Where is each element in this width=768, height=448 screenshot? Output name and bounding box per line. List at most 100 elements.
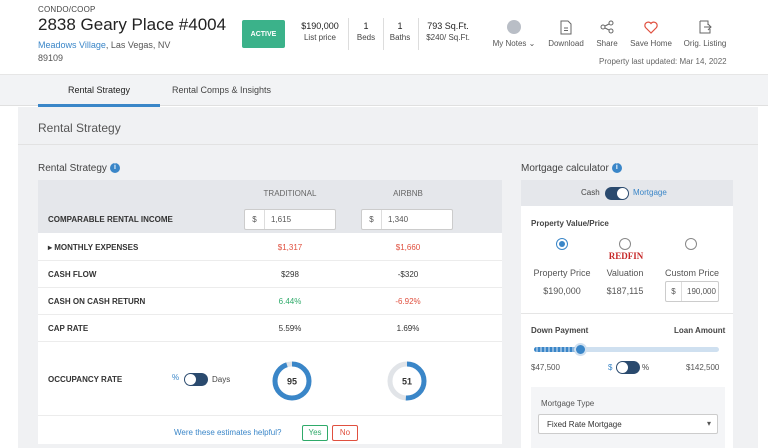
my-notes-button[interactable]: My Notes ⌄ bbox=[486, 18, 542, 48]
traditional-income-value: 1,615 bbox=[271, 215, 292, 224]
save-home-button[interactable]: Save Home bbox=[623, 18, 679, 48]
mortgage-title: Mortgage calculator bbox=[521, 163, 609, 174]
mortgage-heading: Mortgage calculator i bbox=[521, 163, 622, 174]
down-payment-label: Down Payment bbox=[531, 326, 589, 335]
beds-stat: 1 Beds bbox=[354, 20, 378, 44]
slider-fill bbox=[534, 347, 581, 352]
traditional-income-input[interactable]: $1,615 bbox=[244, 209, 336, 230]
neighborhood-link[interactable]: Meadows Village bbox=[38, 40, 106, 50]
share-icon bbox=[600, 20, 614, 34]
notes-avatar-icon bbox=[507, 20, 521, 34]
custom-price-value: 190,000 bbox=[687, 287, 716, 296]
air-cash-flow-value: -$320 bbox=[397, 270, 419, 279]
trad-expenses-value: $1,317 bbox=[277, 243, 303, 252]
baths-value: 1 bbox=[397, 21, 403, 31]
price-per-sqft: $240/ Sq.Ft. bbox=[426, 33, 470, 42]
stat-divider bbox=[348, 18, 349, 50]
dp-pct-label: % bbox=[642, 363, 650, 372]
toggle-knob bbox=[617, 362, 628, 373]
air-coc-value: -6.92% bbox=[395, 297, 421, 306]
down-payment-value: $47,500 bbox=[531, 363, 560, 372]
price-label: List price bbox=[303, 33, 336, 42]
donut-progress bbox=[387, 361, 427, 401]
dp-unit-toggle[interactable] bbox=[616, 361, 640, 374]
radio-custom-price[interactable] bbox=[685, 238, 697, 250]
feedback-yes-button[interactable]: Yes bbox=[302, 425, 328, 441]
document-download-icon bbox=[560, 20, 572, 34]
chevron-down-icon: ⌄ bbox=[526, 39, 536, 48]
traditional-occupancy-value: 95 bbox=[287, 377, 297, 387]
occupancy-unit-toggle[interactable] bbox=[184, 373, 208, 386]
download-label: Download bbox=[548, 39, 584, 48]
property-location: Meadows Village, Las Vegas, NV 89109 bbox=[38, 39, 198, 65]
section-title: Rental Strategy bbox=[38, 121, 121, 135]
strategy-column-header: TRADITIONAL AIRBNB bbox=[38, 180, 502, 206]
radio-property-price[interactable] bbox=[556, 238, 568, 250]
tab-rental-comps[interactable]: Rental Comps & Insights bbox=[172, 85, 272, 95]
cash-flow-label: CASH FLOW bbox=[48, 270, 97, 279]
airbnb-income-value: 1,340 bbox=[388, 215, 409, 224]
info-icon[interactable]: i bbox=[611, 163, 622, 173]
airbnb-income-input[interactable]: $1,340 bbox=[361, 209, 453, 230]
airbnb-occupancy-value: 51 bbox=[402, 377, 412, 387]
occupancy-label: OCCUPANCY RATE bbox=[48, 375, 123, 384]
trad-cap-rate-value: 5.59% bbox=[278, 324, 302, 333]
info-icon[interactable]: i bbox=[109, 163, 120, 173]
last-updated: Property last updated: Mar 14, 2022 bbox=[599, 57, 727, 66]
dropdown-caret-icon: ▾ bbox=[706, 419, 711, 428]
mortgage-type-select[interactable]: Fixed Rate Mortgage ▾ bbox=[538, 414, 718, 434]
zip-text: 89109 bbox=[38, 53, 64, 63]
down-payment-slider[interactable] bbox=[534, 343, 719, 356]
comparable-income-label: COMPARABLE RENTAL INCOME bbox=[48, 215, 173, 224]
currency-symbol: $ bbox=[362, 210, 382, 229]
property-price-label: Property Price bbox=[533, 268, 591, 278]
property-value-label: Property Value/Price bbox=[531, 219, 609, 228]
currency-symbol: $ bbox=[245, 210, 265, 229]
valuation-label: Valuation bbox=[606, 268, 644, 278]
mortgage-mode-bar: Cash Mortgage bbox=[521, 180, 733, 206]
air-cap-rate-value: 1.69% bbox=[396, 324, 420, 333]
cash-label: Cash bbox=[581, 188, 600, 197]
orig-listing-label: Orig. Listing bbox=[683, 39, 727, 48]
valuation-value: $187,115 bbox=[606, 286, 644, 296]
occ-days-label: Days bbox=[212, 375, 231, 384]
airbnb-occupancy-donut: 51 bbox=[387, 361, 427, 401]
property-price-value: $190,000 bbox=[543, 286, 581, 296]
mortgage-divider bbox=[521, 313, 733, 314]
download-button[interactable]: Download bbox=[538, 18, 594, 48]
radio-valuation[interactable] bbox=[619, 238, 631, 250]
status-badge: ACTIVE bbox=[242, 20, 285, 48]
cash-mortgage-toggle[interactable] bbox=[605, 187, 629, 200]
orig-listing-button[interactable]: Orig. Listing bbox=[677, 18, 733, 48]
heart-icon bbox=[644, 21, 658, 34]
coc-return-row: CASH ON CASH RETURN 6.44% -6.92% bbox=[38, 288, 502, 315]
comparable-income-row: COMPARABLE RENTAL INCOME $1,615 $1,340 bbox=[38, 206, 502, 233]
tab-bar: Rental Strategy Rental Comps & Insights bbox=[0, 74, 768, 107]
custom-price-label: Custom Price bbox=[664, 268, 719, 278]
monthly-expenses-row[interactable]: ▸ MONTHLY EXPENSES $1,317 $1,660 bbox=[38, 233, 502, 261]
custom-price-input[interactable]: $190,000 bbox=[665, 281, 719, 302]
baths-label: Baths bbox=[389, 33, 411, 42]
caret-right-icon: ▸ bbox=[48, 243, 55, 252]
feedback-no-button[interactable]: No bbox=[332, 425, 358, 441]
col-traditional: TRADITIONAL bbox=[263, 189, 317, 198]
save-home-label: Save Home bbox=[630, 39, 672, 48]
city-text: , Las Vegas, NV bbox=[105, 40, 171, 50]
traditional-occupancy-donut: 95 bbox=[272, 361, 312, 401]
price-value: $190,000 bbox=[301, 21, 339, 31]
slider-handle[interactable] bbox=[574, 343, 588, 356]
trad-coc-value: 6.44% bbox=[278, 297, 302, 306]
cap-rate-row: CAP RATE 5.59% 1.69% bbox=[38, 315, 502, 342]
sqft-stat: 793 Sq.Ft. $240/ Sq.Ft. bbox=[422, 20, 474, 44]
tab-rental-strategy[interactable]: Rental Strategy bbox=[68, 85, 131, 95]
price-stat: $190,000 List price bbox=[298, 20, 342, 44]
loan-amount-label: Loan Amount bbox=[674, 326, 726, 335]
external-link-icon bbox=[699, 20, 712, 34]
occ-pct-label: % bbox=[172, 373, 180, 382]
feedback-question: Were these estimates helpful? bbox=[174, 428, 282, 437]
share-button[interactable]: Share bbox=[579, 18, 635, 48]
property-header: CONDO/COOP 2838 Geary Place #4004 Meadow… bbox=[0, 0, 768, 74]
col-airbnb: AIRBNB bbox=[393, 189, 423, 198]
occupancy-row: OCCUPANCY RATE % Days 95 51 bbox=[38, 342, 502, 416]
mortgage-type-panel: Mortgage Type Fixed Rate Mortgage ▾ bbox=[531, 387, 725, 448]
